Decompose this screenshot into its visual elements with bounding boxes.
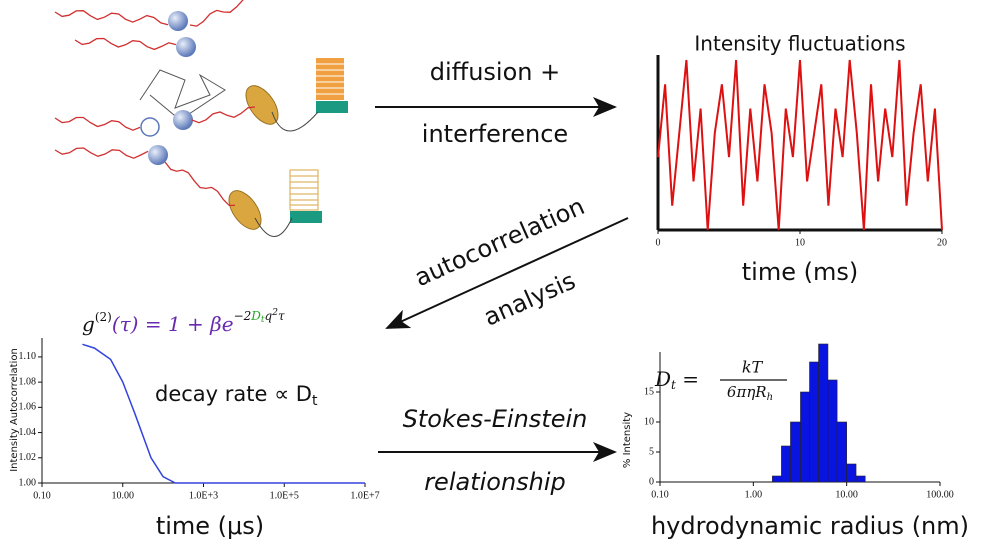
detector-1 — [245, 58, 348, 132]
x-tick-label: 10.00 — [112, 490, 135, 501]
arrow-label: interference — [422, 120, 568, 148]
y-tick-label: 1.04 — [19, 427, 37, 438]
y-tick-label: 1.10 — [19, 351, 37, 362]
bar — [855, 475, 866, 483]
x-tick-label: 0.10 — [33, 490, 51, 501]
x-tick-label: 20 — [937, 237, 947, 248]
y-tick-label: 1.06 — [19, 402, 37, 413]
bar — [827, 379, 838, 483]
light-ray — [189, 0, 244, 27]
arrow-label: diffusion + — [430, 58, 560, 86]
arrow — [385, 217, 629, 329]
x-axis-label: time (ms) — [742, 258, 858, 286]
y-axis-label: % Intensity — [622, 412, 633, 468]
annotation: decay rate ∝ Dt — [155, 382, 318, 409]
light-ray — [54, 116, 141, 131]
bar — [846, 463, 857, 483]
light-ray — [164, 161, 235, 207]
x-axis-label: hydrodynamic radius (nm) — [651, 512, 969, 540]
y-tick-label: 15 — [644, 386, 654, 397]
formula: Dt = kT 6πηRh — [654, 358, 787, 403]
data-line — [82, 343, 365, 484]
x-tick-label: 100.00 — [926, 489, 954, 500]
light-ray — [74, 37, 177, 51]
bar — [790, 421, 801, 483]
y-tick-label: 10 — [644, 416, 654, 427]
formula-numerator: kT — [742, 358, 764, 377]
x-tick-label: 1.0E+7 — [350, 490, 379, 501]
arrow-label: analysis — [480, 267, 580, 332]
y-tick-label: 5 — [649, 446, 654, 457]
y-tick-label: 1.00 — [19, 477, 37, 488]
x-tick-label: 0.10 — [651, 489, 669, 500]
bar — [781, 445, 791, 483]
y-tick-label: 1.08 — [19, 376, 37, 387]
arrow-label: relationship — [424, 468, 566, 496]
y-tick-label: 0 — [649, 476, 654, 487]
x-tick-label: 1.0E+3 — [189, 490, 218, 501]
data-line — [657, 59, 943, 231]
detector-2 — [228, 169, 322, 237]
bar — [800, 391, 810, 483]
x-tick-label: 10 — [795, 237, 805, 248]
x-axis-label: time (μs) — [156, 512, 264, 540]
light-ray — [191, 106, 256, 124]
light-ray — [54, 10, 169, 26]
bar — [818, 343, 829, 483]
bar — [809, 361, 819, 483]
x-tick-label: 0 — [656, 237, 661, 248]
y-tick-label: 1.02 — [19, 452, 37, 463]
arrow-label: Stokes-Einstein — [403, 405, 588, 433]
x-tick-label: 10.00 — [835, 489, 858, 500]
formula-lhs: Dt = — [654, 367, 699, 392]
scattering-schematic — [139, 11, 348, 237]
bar — [772, 475, 782, 483]
formula: g(2)(τ) = 1 + βe−2Dtq2τ — [82, 308, 285, 336]
light-ray — [54, 147, 149, 159]
formula-denominator: 6πηRh — [727, 383, 773, 403]
x-tick-label: 1.0E+5 — [270, 490, 299, 501]
x-tick-label: 1.00 — [745, 489, 763, 500]
bar — [836, 421, 847, 483]
y-axis-label: Intensity Autocorrelation — [9, 348, 20, 472]
chart-title: Intensity fluctuations — [694, 32, 905, 56]
